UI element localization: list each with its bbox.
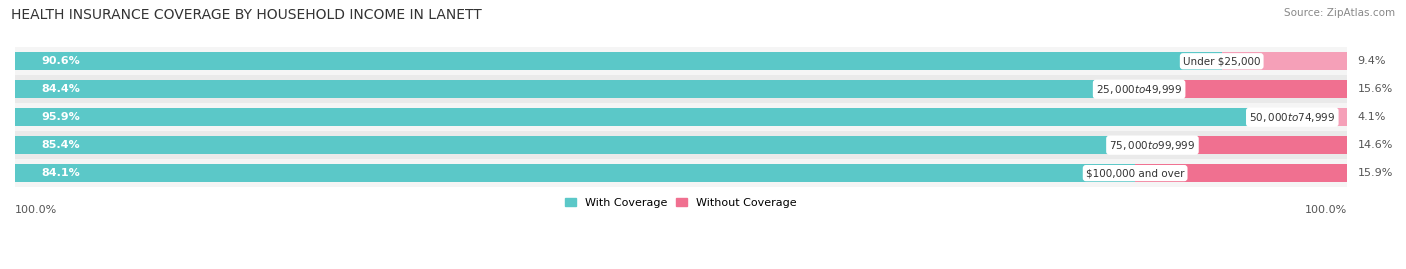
Bar xyxy=(15,103,1347,131)
Text: 14.6%: 14.6% xyxy=(1358,140,1393,150)
Bar xyxy=(15,47,1347,75)
Text: 84.4%: 84.4% xyxy=(42,84,80,94)
Bar xyxy=(15,52,1222,70)
Bar xyxy=(15,80,1139,98)
Text: 84.1%: 84.1% xyxy=(42,168,80,178)
Bar xyxy=(1139,80,1347,98)
Text: HEALTH INSURANCE COVERAGE BY HOUSEHOLD INCOME IN LANETT: HEALTH INSURANCE COVERAGE BY HOUSEHOLD I… xyxy=(11,8,482,22)
Text: $50,000 to $74,999: $50,000 to $74,999 xyxy=(1249,111,1336,124)
Text: 90.6%: 90.6% xyxy=(42,56,80,66)
Text: 100.0%: 100.0% xyxy=(1305,205,1347,215)
Text: 15.9%: 15.9% xyxy=(1358,168,1393,178)
Text: $25,000 to $49,999: $25,000 to $49,999 xyxy=(1095,83,1182,96)
Text: $75,000 to $99,999: $75,000 to $99,999 xyxy=(1109,139,1195,152)
Text: $100,000 and over: $100,000 and over xyxy=(1085,168,1184,178)
Bar xyxy=(15,159,1347,187)
Text: Under $25,000: Under $25,000 xyxy=(1182,56,1260,66)
Bar xyxy=(1135,164,1347,182)
Bar xyxy=(1153,136,1347,154)
Text: 95.9%: 95.9% xyxy=(42,112,80,122)
Text: 9.4%: 9.4% xyxy=(1358,56,1386,66)
Bar xyxy=(1222,52,1347,70)
Text: 15.6%: 15.6% xyxy=(1358,84,1393,94)
Bar xyxy=(15,164,1135,182)
Bar xyxy=(15,75,1347,103)
Text: 100.0%: 100.0% xyxy=(15,205,58,215)
Bar xyxy=(1292,108,1347,126)
Bar xyxy=(15,108,1292,126)
Bar xyxy=(15,131,1347,159)
Bar xyxy=(15,136,1153,154)
Text: Source: ZipAtlas.com: Source: ZipAtlas.com xyxy=(1284,8,1395,18)
Text: 85.4%: 85.4% xyxy=(42,140,80,150)
Text: 4.1%: 4.1% xyxy=(1358,112,1386,122)
Legend: With Coverage, Without Coverage: With Coverage, Without Coverage xyxy=(561,193,801,212)
